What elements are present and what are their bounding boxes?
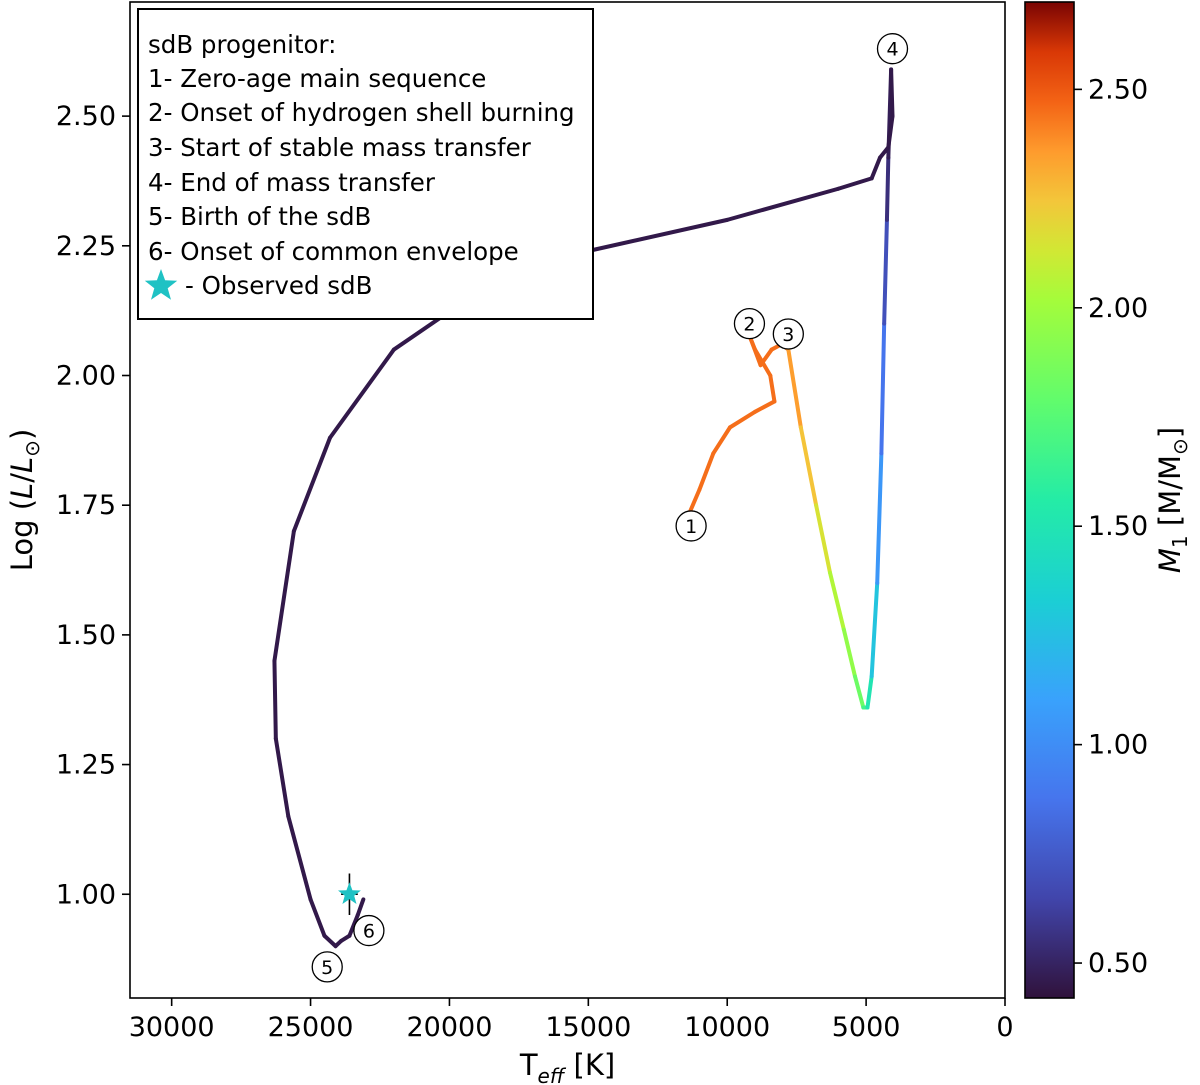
evolutionary-track (272, 67, 895, 949)
track-segment (728, 409, 757, 430)
y-tick-label: 1.50 (56, 620, 116, 651)
legend-entry-2: 2- Onset of hydrogen shell burning (148, 98, 575, 127)
marker-circle-1 (675, 510, 707, 542)
track-segment (711, 425, 732, 456)
x-axis-label: Teff [K] (519, 1048, 615, 1085)
track-segment (347, 913, 360, 938)
track-segment (286, 814, 313, 902)
track-segment (889, 67, 895, 119)
legend-entry-3: 3- Start of stable mass transfer (148, 133, 532, 162)
x-tick-label: 15000 (545, 1012, 631, 1043)
track-segment (879, 321, 887, 456)
track-segment (875, 451, 884, 585)
legend-box (137, 8, 594, 320)
y-tick-label: 2.00 (56, 361, 116, 392)
colorbar-gradient (1024, 1, 1075, 999)
track-segment (748, 337, 763, 368)
track-segment (865, 674, 874, 710)
marker-label-1: 1 (685, 516, 697, 538)
marker-label-2: 2 (743, 314, 755, 336)
plot-area (129, 1, 1006, 999)
track-segment (322, 933, 338, 949)
marker-circle-3 (772, 318, 804, 350)
track-segment (886, 114, 895, 150)
marker-circle-4 (876, 33, 909, 65)
y-tick-label: 1.25 (56, 750, 116, 781)
track-segment (828, 570, 846, 632)
track-segment (869, 155, 882, 181)
track-segment (841, 627, 857, 679)
colorbar-label: M1 [M/M⊙] (1153, 427, 1192, 573)
track-segment (836, 176, 874, 191)
track-segment (758, 347, 774, 368)
colorbar-tick-label: 1.00 (1088, 730, 1148, 761)
y-tick-label: 1.75 (56, 490, 116, 521)
observed-sdb-star (338, 882, 361, 904)
track-segment (725, 186, 841, 222)
y-axis-ticks: 1.00 1.25 1.50 1.75 2.00 2.25 2.50 (56, 101, 130, 910)
marker-label-5: 5 (321, 957, 333, 979)
x-tick-label: 5000 (832, 1012, 901, 1043)
colorbar: 0.50 1.00 1.50 2.00 2.50 M1 [M/M⊙] (1024, 1, 1192, 999)
marker-circle-5 (311, 951, 343, 983)
legend-star-icon (144, 269, 178, 300)
x-axis-ticks: 30000 25000 20000 15000 10000 5000 0 (129, 998, 1014, 1043)
track-markers: 1 2 3 4 5 6 (311, 33, 909, 983)
x-tick-label: 0 (996, 1012, 1013, 1043)
x-tick-label: 20000 (406, 1012, 492, 1043)
track-segment (291, 435, 332, 534)
colorbar-tick-label: 2.00 (1088, 293, 1148, 324)
track-segment (786, 347, 803, 430)
track-segment (272, 529, 296, 663)
colorbar-tick-label: 2.50 (1088, 74, 1148, 105)
track-segment (272, 658, 278, 741)
track-segment (798, 425, 819, 508)
observed-sdb-point (338, 873, 361, 915)
track-segment (355, 897, 366, 917)
track-segment (882, 217, 889, 326)
track-segment (586, 217, 730, 253)
x-tick-label: 30000 (129, 1012, 215, 1043)
track-segment (308, 897, 327, 938)
track-segment (273, 736, 291, 819)
marker-circle-6 (353, 914, 385, 947)
x-tick-label: 25000 (268, 1012, 354, 1043)
track-segment (853, 674, 866, 710)
track-segment (814, 503, 832, 575)
y-tick-label: 2.50 (56, 101, 116, 132)
legend-title: sdB progenitor: (148, 30, 336, 59)
track-segment (884, 155, 891, 222)
marker-label-6: 6 (363, 921, 375, 943)
x-tick-label: 10000 (684, 1012, 770, 1043)
track-segment (878, 145, 891, 160)
track-segment (753, 399, 777, 414)
legend-entry-observed: - Observed sdB (185, 271, 372, 300)
colorbar-ticks: 0.50 1.00 1.50 2.00 2.50 (1074, 74, 1148, 979)
marker-label-3: 3 (782, 324, 794, 346)
y-tick-label: 2.25 (56, 231, 116, 262)
track-segment (328, 347, 396, 440)
legend-entry-1: 1- Zero-age main sequence (148, 64, 486, 93)
colorbar-tick-label: 1.50 (1088, 511, 1148, 542)
track-segment (697, 451, 716, 492)
legend: sdB progenitor: 1- Zero-age main sequenc… (137, 8, 594, 320)
y-tick-label: 1.00 (56, 879, 116, 910)
legend-entry-5: 5- Birth of the sdB (148, 202, 371, 231)
track-segment (768, 373, 777, 404)
legend-entry-4: 4- End of mass transfer (148, 168, 436, 197)
track-segment (869, 581, 880, 679)
y-axis-label: Log (L/L⊙) (5, 429, 44, 572)
marker-circle-2 (733, 307, 766, 340)
marker-label-4: 4 (886, 39, 898, 61)
legend-entry-6: 6- Onset of common envelope (148, 237, 519, 266)
colorbar-tick-label: 0.50 (1088, 948, 1148, 979)
